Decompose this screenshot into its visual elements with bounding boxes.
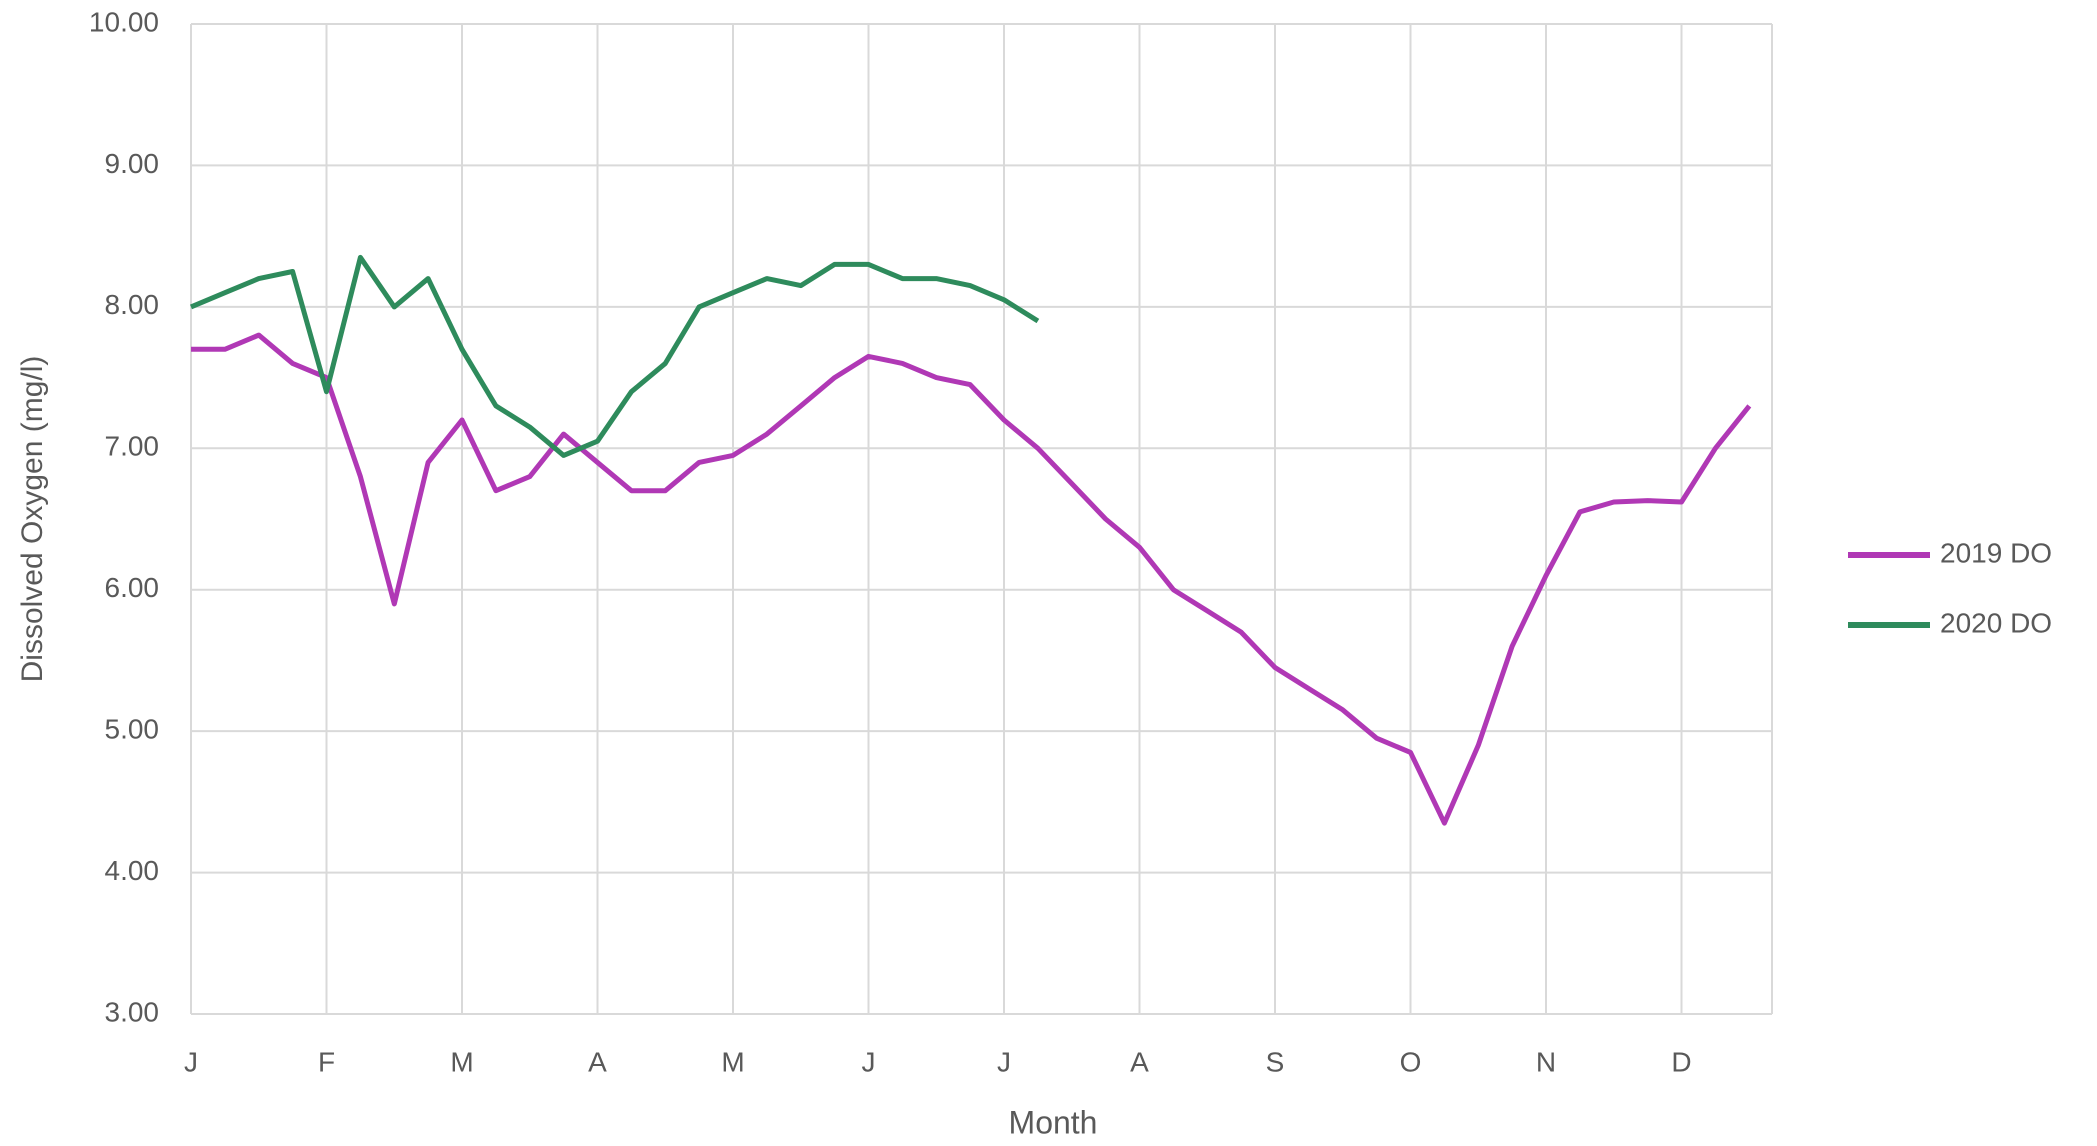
x-tick-label: O — [1400, 1046, 1422, 1077]
x-tick-label: M — [721, 1046, 744, 1077]
x-tick-label: D — [1671, 1046, 1691, 1077]
x-tick-label: J — [997, 1046, 1011, 1077]
data-line — [191, 332, 1752, 826]
x-tick-label: M — [450, 1046, 473, 1077]
y-axis-title: Dissolved Oxygen (mg/l) — [16, 356, 49, 683]
x-tick-label: J — [184, 1046, 198, 1077]
y-tick-label: 4.00 — [105, 855, 160, 886]
x-tick-label: A — [1130, 1046, 1149, 1077]
y-tick-label: 5.00 — [105, 714, 160, 745]
legend-label: 2019 DO — [1940, 537, 2052, 568]
y-tick-label: 3.00 — [105, 996, 160, 1027]
x-tick-label: F — [318, 1046, 335, 1077]
y-tick-label: 6.00 — [105, 572, 160, 603]
y-tick-label: 9.00 — [105, 148, 160, 179]
y-tick-label: 7.00 — [105, 431, 160, 462]
x-tick-label: N — [1536, 1046, 1556, 1077]
y-tick-label: 8.00 — [105, 289, 160, 320]
legend-label: 2020 DO — [1940, 607, 2052, 638]
y-tick-label: 10.00 — [89, 6, 159, 37]
x-axis-title: Month — [1009, 1104, 1098, 1140]
x-tick-label: A — [588, 1046, 607, 1077]
data-line — [190, 254, 1040, 458]
x-tick-label: J — [862, 1046, 876, 1077]
x-tick-label: S — [1266, 1046, 1285, 1077]
